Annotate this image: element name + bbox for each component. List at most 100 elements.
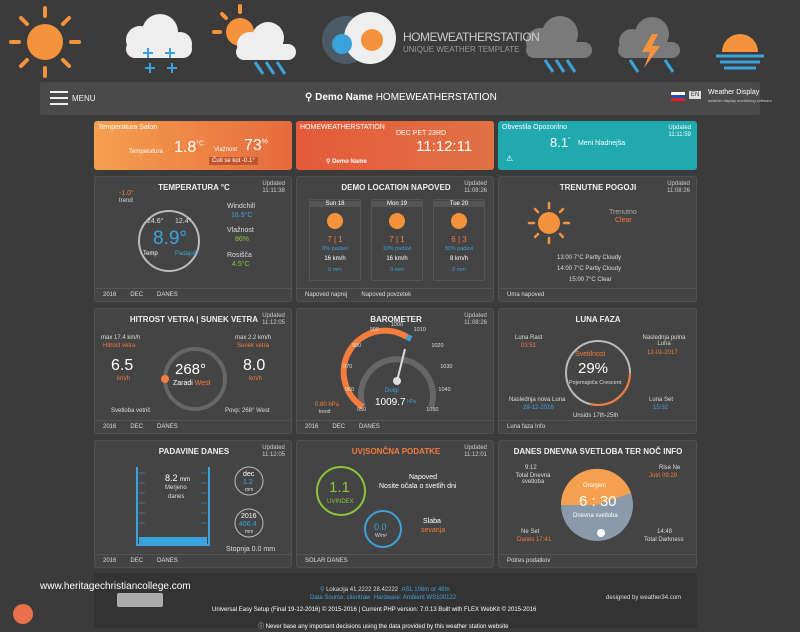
center: 6 : 30 [579, 493, 617, 510]
total-day: 9:12 [525, 465, 537, 471]
text: DANES [359, 424, 380, 430]
element: 8.2 mm [165, 473, 190, 483]
text: Luna faza Info [507, 424, 546, 430]
element [628, 59, 675, 73]
scale-label: 1000 [390, 322, 404, 328]
day-name: Mon 19 [372, 201, 422, 207]
text: DANES [157, 424, 178, 430]
now-text: Clear [615, 217, 632, 224]
day-wind: 8 km/h [449, 256, 468, 262]
day-temps: 7 | 1 [327, 235, 343, 244]
day-wind: 16 km/h [324, 256, 346, 262]
center: Svetilnost [575, 351, 606, 358]
text: 2016 [103, 292, 117, 298]
element [722, 34, 758, 52]
label: Dulgi [385, 388, 399, 394]
name: Demo Name [332, 159, 367, 165]
card-title: Temperatura Salon [98, 124, 158, 131]
text: 14:00 7°C Partly Cloudy [557, 266, 622, 272]
station-name-text: Demo Name [315, 92, 373, 103]
current-temp: 8.9° [153, 228, 188, 249]
warning-icon: ⚠ [506, 154, 514, 163]
day-temps: 6 | 3 [451, 235, 467, 244]
menu-button[interactable]: MENU [72, 94, 96, 103]
forecast-day: Tue 20 6 | 3 30% padavi 8 km/h 2 mm [433, 199, 485, 281]
title: HITROST VETRA | SUNEK VETRA [129, 315, 259, 324]
moon-gauge [565, 340, 631, 406]
value: 1.8 [174, 139, 197, 156]
clock-card: HOMEWEATHERSTATION DEC PET 23RD 11:12:11… [296, 121, 494, 170]
menu-icon [50, 91, 68, 105]
element [253, 61, 287, 75]
title: TRENUTNE POGOJI [559, 183, 637, 192]
logo-sub: weather display monitoring software [708, 98, 772, 103]
time: 11:12:11 [416, 138, 473, 155]
language[interactable]: EN [689, 91, 702, 99]
next-new-date: 29-12-2016 [523, 405, 554, 411]
asl: ASL 106m or 48m [401, 587, 450, 593]
label2: danes [168, 494, 185, 500]
text: DANES [157, 558, 178, 564]
unit: °C [196, 140, 205, 148]
forecast-label: Napoved [409, 474, 438, 481]
rise-label: Luna Rast [515, 335, 543, 341]
feels-like: Čuti se kot -0.1° [209, 157, 258, 165]
day-wind: 16 km/h [386, 256, 408, 262]
element [138, 210, 200, 272]
element [136, 467, 210, 546]
title: UV|SONČNA PODATKE [351, 447, 441, 456]
watermark: www.heritagechristiancollege.com [40, 581, 191, 592]
designed: designed by weather34.com [606, 595, 682, 601]
speed-unit: km/h [117, 376, 131, 382]
label-right: Sunek vetra [237, 343, 270, 349]
max-right: max 2.2 km/h [235, 335, 272, 341]
station-brand: HOMEWEATHERSTATION [375, 92, 497, 103]
scale-label: 970 [343, 364, 353, 371]
time: 11:08:26 [464, 320, 487, 326]
element: Data Source: clientraw Hardware: Ambient… [310, 595, 456, 601]
time: 11:12:05 [262, 320, 285, 326]
percent: 29% [578, 360, 609, 377]
dir-label: Zaradi [173, 380, 193, 387]
time: 11:08:26 [667, 188, 690, 194]
element [565, 340, 631, 406]
element: Updated 11:12:01 [464, 445, 487, 459]
center-sub: Dnevna svetloba [573, 513, 618, 519]
humidity-unit: % [261, 138, 269, 146]
logo: Weather Display [708, 89, 760, 96]
forecast-panel: DEMO LOCATION NAPOVED Updated 11:08:26 Su… [296, 176, 494, 302]
element: SOLAR DANES [297, 554, 493, 567]
element [253, 61, 287, 75]
element [316, 466, 366, 516]
min: 12.4° [175, 218, 192, 225]
time: 11:12:05 [262, 452, 285, 458]
banner-subtitle: UNIQUE WEATHER TEMPLATE [403, 45, 520, 54]
rain-panel: PADAVINE DANES Updated 11:12:05 8.2 mm Me… [94, 440, 292, 568]
daylight-chart [560, 468, 633, 541]
indoor-card: Temperatura Salon Temperatura 1.8°C Vlaž… [94, 121, 292, 170]
text: DEC [130, 424, 144, 430]
element [543, 59, 577, 73]
label: Temperatura [129, 149, 163, 155]
nav-bar [40, 82, 760, 115]
alert-value: 8.1° [550, 135, 570, 150]
text: 13:00 7°C Partly Cloudy [557, 255, 622, 261]
temp-trend: Padajoči [175, 251, 199, 257]
element [527, 201, 571, 245]
mail-button[interactable] [13, 604, 33, 624]
element [161, 375, 169, 383]
unit: hPa [407, 399, 416, 405]
dark-label: Total Darkness [644, 537, 684, 543]
rate: Stopnja 0.0 mm [226, 546, 276, 553]
set-label: Ne Set [521, 529, 540, 535]
element: Zaradi West [173, 380, 211, 387]
date: DEC PET 23RD [396, 130, 447, 137]
month-label: dec [243, 471, 255, 478]
updated: Updated [464, 181, 487, 187]
gust: 8.0 [243, 357, 266, 374]
element: Napoved naprej Napoved povzetek [297, 288, 493, 301]
updated: Updated [464, 445, 487, 451]
text: 15:00 7°C Clear [569, 277, 612, 283]
indoor-temp: 1.8°C [174, 139, 204, 157]
text: Uma napoved [507, 292, 545, 298]
